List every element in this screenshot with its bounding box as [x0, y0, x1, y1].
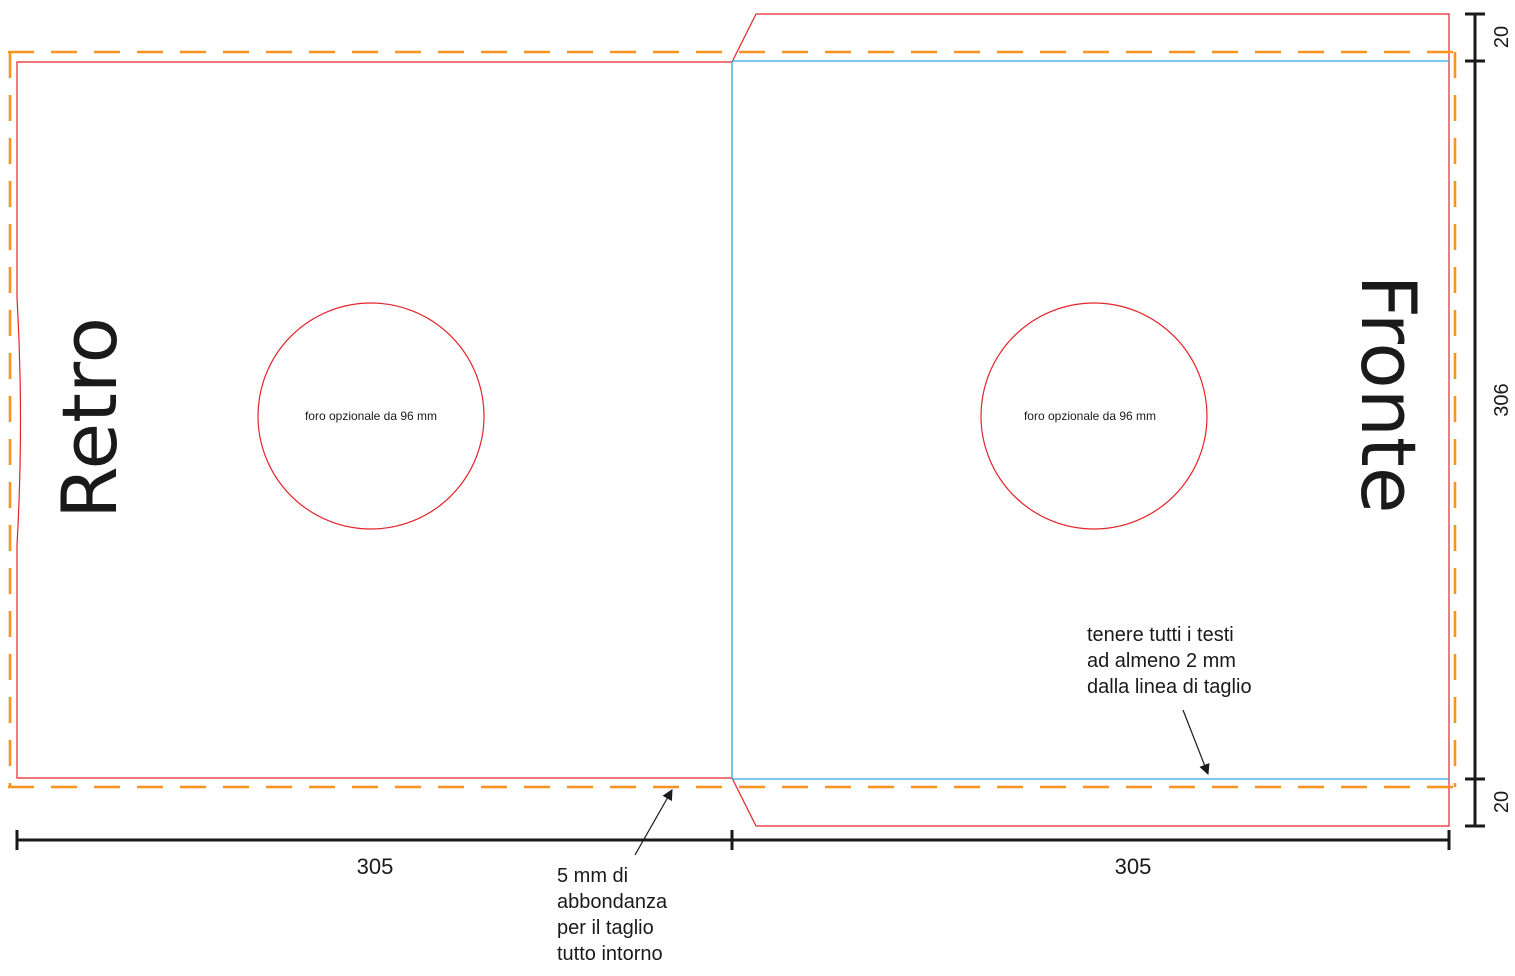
flap-bottom-value: 20 [1491, 791, 1513, 813]
hole-back [257, 302, 485, 530]
hole-back-label: foro opzionale da 96 mm [305, 409, 437, 423]
hole-front-label: foro opzionale da 96 mm [1024, 409, 1156, 423]
cut-line [16, 13, 1450, 827]
width-back-value: 305 [357, 854, 394, 879]
height-value: 306 [1491, 383, 1513, 416]
bleed-lines [8, 50, 1458, 789]
bleed-note-line: per il taglio [557, 917, 654, 939]
width-front-value: 305 [1115, 854, 1152, 879]
bleed-note-line: tutto intorno [557, 943, 663, 965]
bleed-note-line: abbondanza [557, 891, 668, 913]
height-dimension [1465, 12, 1485, 828]
flap-top-value: 20 [1491, 26, 1513, 48]
hole-front [980, 302, 1208, 530]
safe-margin-note-line: tenere tutti i testi [1087, 624, 1234, 646]
back-panel-label: Retro [45, 317, 134, 519]
bleed-note-line: 5 mm di [557, 865, 628, 887]
safe-margin-note: tenere tutti i testi ad almeno 2 mm dall… [1087, 624, 1252, 698]
safe-margin-arrow [1182, 709, 1210, 776]
width-dimension [15, 830, 1451, 850]
bleed-arrow [634, 789, 673, 856]
safe-margin-note-line: ad almeno 2 mm [1087, 650, 1236, 672]
fold-lines [731, 60, 1449, 780]
bleed-note: 5 mm di abbondanza per il taglio tutto i… [557, 865, 673, 965]
safe-margin-note-line: dalla linea di taglio [1087, 676, 1252, 698]
front-panel-label: Fronte [1344, 275, 1433, 514]
